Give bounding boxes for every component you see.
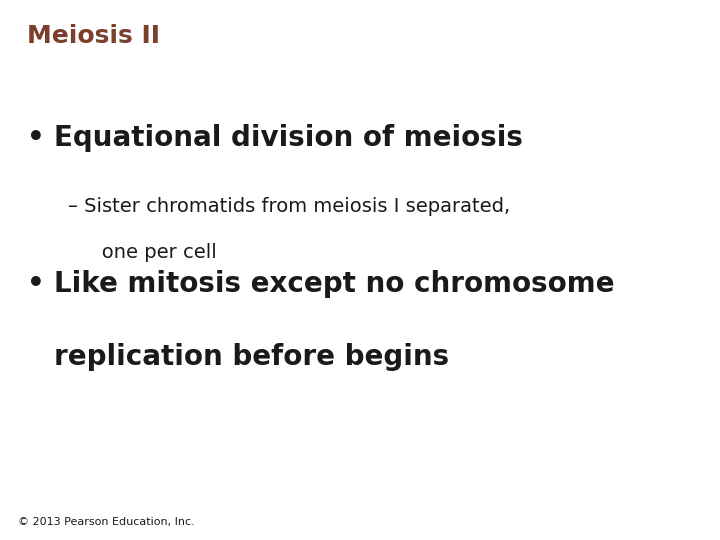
Text: © 2013 Pearson Education, Inc.: © 2013 Pearson Education, Inc.	[18, 516, 194, 526]
Text: one per cell: one per cell	[83, 243, 217, 262]
Text: •: •	[27, 270, 45, 298]
Text: Meiosis II: Meiosis II	[27, 24, 161, 48]
Text: Like mitosis except no chromosome: Like mitosis except no chromosome	[54, 270, 614, 298]
Text: – Sister chromatids from meiosis I separated,: – Sister chromatids from meiosis I separ…	[68, 197, 510, 216]
Text: •: •	[27, 124, 45, 152]
Text: Equational division of meiosis: Equational division of meiosis	[54, 124, 523, 152]
Text: replication before begins: replication before begins	[54, 343, 449, 371]
